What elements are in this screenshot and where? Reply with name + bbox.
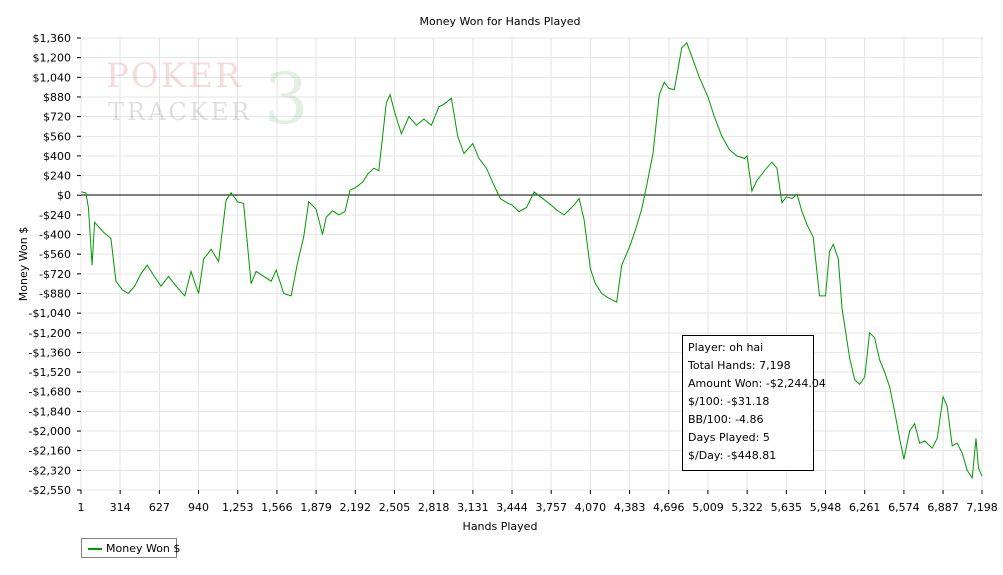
x-tick-label: 6,261: [849, 501, 881, 514]
y-tick-label: -$400: [39, 229, 71, 242]
x-tick-label: 5,948: [810, 501, 842, 514]
y-axis-title: Money Won $: [17, 227, 30, 301]
stat-per-100: $/100: -$31.18: [688, 395, 770, 408]
x-tick-label: 5,322: [731, 501, 763, 514]
x-tick-label: 1,879: [300, 501, 332, 514]
y-tick-label: -$2,320: [29, 464, 71, 477]
grid: [80, 37, 983, 491]
plot-area: [80, 37, 983, 491]
stat-days-played: Days Played: 5: [688, 431, 770, 444]
y-tick-label: -$240: [39, 209, 71, 222]
stat-per-day: $/Day: -$448.81: [688, 449, 777, 462]
x-tick-label: 6,887: [927, 501, 959, 514]
legend: Money Won $: [81, 538, 181, 558]
y-tick-label: $0: [57, 189, 71, 202]
y-tick-label: $1,040: [33, 71, 72, 84]
x-tick-label: 3,444: [496, 501, 528, 514]
x-tick-label: 7,198: [966, 501, 998, 514]
x-tick-label: 1,253: [222, 501, 254, 514]
x-tick-label: 3,757: [535, 501, 567, 514]
stats-box: Player: oh hai Total Hands: 7,198 Amount…: [682, 335, 826, 471]
y-tick-label: -$1,040: [29, 307, 71, 320]
y-tick-label: $880: [43, 91, 71, 104]
stat-total-hands: Total Hands: 7,198: [688, 359, 791, 372]
x-tick-label: 627: [149, 501, 170, 514]
x-tick-label: 1: [78, 501, 85, 514]
x-tick-label: 5,009: [692, 501, 724, 514]
stat-amount-won: Amount Won: -$2,244.04: [688, 377, 826, 390]
legend-swatch: [88, 548, 102, 550]
y-tick-label: $1,360: [33, 32, 72, 45]
x-tick-label: 2,192: [340, 501, 372, 514]
y-tick-label: -$1,200: [29, 327, 71, 340]
y-tick-label: $720: [43, 111, 71, 124]
axis-ticks: $1,360 $1,200 $1,040 $880 $720 $560 $400 $240 $0…: [29, 32, 998, 514]
x-tick-label: 314: [110, 501, 131, 514]
y-tick-label: $240: [43, 170, 71, 183]
x-tick-label: 4,696: [653, 501, 685, 514]
x-tick-label: 940: [188, 501, 209, 514]
y-tick-label: -$1,680: [29, 386, 71, 399]
stat-bb-100: BB/100: -4.86: [688, 413, 764, 426]
x-tick-label: 6,574: [888, 501, 920, 514]
y-tick-label: -$2,000: [29, 425, 71, 438]
y-tick-label: -$720: [39, 268, 71, 281]
y-tick-label: -$1,520: [29, 366, 71, 379]
y-tick-label: $400: [43, 150, 71, 163]
y-tick-label: -$1,840: [29, 405, 71, 418]
x-tick-label: 3,131: [457, 501, 489, 514]
chart-title: Money Won for Hands Played: [420, 15, 581, 28]
y-tick-label: -$2,160: [29, 445, 71, 458]
x-tick-label: 4,383: [614, 501, 646, 514]
y-tick-label: -$560: [39, 248, 71, 261]
stat-player: Player: oh hai: [688, 341, 764, 354]
legend-label: Money Won $: [106, 542, 181, 555]
y-tick-label: -$2,550: [29, 484, 71, 497]
y-tick-label: $560: [43, 130, 71, 143]
series-line-money-won: [80, 42, 983, 480]
y-tick-label: $1,200: [33, 52, 72, 65]
x-tick-label: 2,505: [379, 501, 411, 514]
x-tick-label: 4,070: [575, 501, 607, 514]
x-tick-label: 5,635: [771, 501, 803, 514]
x-tick-label: 1,566: [261, 501, 293, 514]
y-tick-label: -$1,360: [29, 346, 71, 359]
x-tick-label: 2,818: [418, 501, 450, 514]
x-axis-title: Hands Played: [463, 520, 538, 533]
y-tick-label: -$880: [39, 287, 71, 300]
